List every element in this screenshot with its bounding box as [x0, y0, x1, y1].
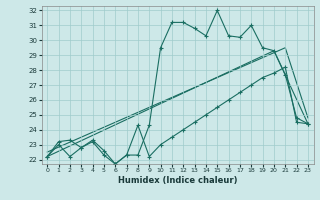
- X-axis label: Humidex (Indice chaleur): Humidex (Indice chaleur): [118, 176, 237, 185]
